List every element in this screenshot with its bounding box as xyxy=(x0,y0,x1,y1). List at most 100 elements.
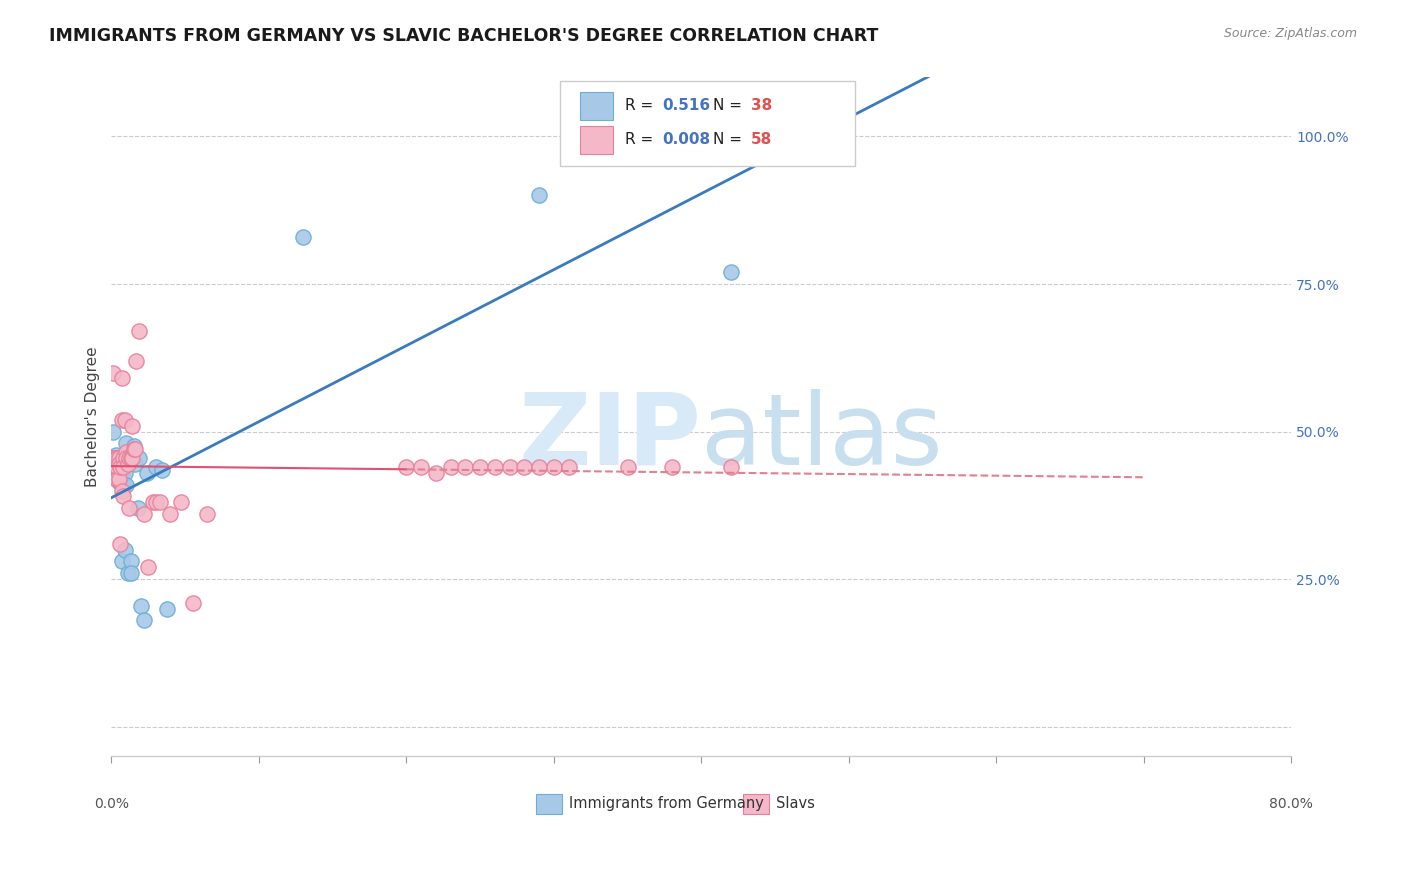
Point xyxy=(181,596,204,610)
Point xyxy=(101,451,124,466)
FancyBboxPatch shape xyxy=(579,126,613,154)
Text: 0.008: 0.008 xyxy=(662,132,710,147)
Point xyxy=(104,448,127,462)
Point xyxy=(111,371,134,385)
Point xyxy=(557,460,579,475)
FancyBboxPatch shape xyxy=(536,794,562,814)
Point xyxy=(104,460,127,475)
Point xyxy=(104,451,127,466)
Point xyxy=(779,129,801,144)
Text: ZIP: ZIP xyxy=(519,389,702,485)
Point xyxy=(111,483,134,498)
Point xyxy=(107,451,129,466)
Point xyxy=(122,442,145,457)
Point xyxy=(454,460,477,475)
Point xyxy=(105,460,128,475)
Point xyxy=(170,495,193,509)
Point xyxy=(132,614,155,628)
Point xyxy=(468,460,491,475)
Point xyxy=(118,501,141,516)
Point xyxy=(121,451,143,466)
Point xyxy=(498,460,520,475)
Point xyxy=(411,460,433,475)
Point xyxy=(156,601,179,615)
Text: Slavs: Slavs xyxy=(776,797,814,811)
Point xyxy=(127,501,149,516)
Text: R =: R = xyxy=(624,98,658,113)
Text: R =: R = xyxy=(624,132,658,147)
Point xyxy=(135,466,157,480)
Point xyxy=(107,472,129,486)
Point xyxy=(115,436,138,450)
Point xyxy=(120,451,142,466)
Point xyxy=(105,451,128,466)
Text: N =: N = xyxy=(713,98,747,113)
Point xyxy=(114,466,136,480)
Point xyxy=(107,472,129,486)
Point xyxy=(103,451,125,466)
Text: 58: 58 xyxy=(751,132,772,147)
Text: IMMIGRANTS FROM GERMANY VS SLAVIC BACHELOR'S DEGREE CORRELATION CHART: IMMIGRANTS FROM GERMANY VS SLAVIC BACHEL… xyxy=(49,27,879,45)
FancyBboxPatch shape xyxy=(560,81,855,166)
Text: 0.0%: 0.0% xyxy=(94,797,129,812)
Point xyxy=(120,566,142,581)
Point xyxy=(128,324,150,338)
Point xyxy=(111,554,134,568)
Point xyxy=(195,507,218,521)
Point xyxy=(720,265,742,279)
Point xyxy=(142,495,165,509)
Point xyxy=(440,460,463,475)
Text: 0.516: 0.516 xyxy=(662,98,710,113)
Point xyxy=(118,451,141,466)
Point xyxy=(101,366,124,380)
Point xyxy=(513,460,536,475)
Point xyxy=(107,475,129,489)
Point xyxy=(112,451,135,466)
Point xyxy=(110,460,132,475)
Point xyxy=(111,466,134,480)
Point xyxy=(395,460,418,475)
Point xyxy=(527,460,550,475)
Point xyxy=(149,495,172,509)
Point xyxy=(121,418,143,433)
Point xyxy=(124,457,146,471)
Text: 38: 38 xyxy=(751,98,772,113)
Y-axis label: Bachelor's Degree: Bachelor's Degree xyxy=(86,346,100,487)
Point xyxy=(104,460,127,475)
Point xyxy=(132,507,155,521)
Point xyxy=(110,451,132,466)
Point xyxy=(122,439,145,453)
Point xyxy=(661,460,683,475)
Point xyxy=(101,451,124,466)
Text: Source: ZipAtlas.com: Source: ZipAtlas.com xyxy=(1223,27,1357,40)
Point xyxy=(107,463,129,477)
Point xyxy=(114,542,136,557)
Point xyxy=(136,560,159,574)
Point xyxy=(720,460,742,475)
Point xyxy=(103,460,125,475)
Point xyxy=(484,460,506,475)
Text: Immigrants from Germany: Immigrants from Germany xyxy=(569,797,763,811)
Point xyxy=(112,451,135,466)
Point xyxy=(115,451,138,466)
Point xyxy=(107,457,129,471)
Point xyxy=(159,507,181,521)
Point xyxy=(120,554,142,568)
Point xyxy=(105,472,128,486)
Point xyxy=(104,472,127,486)
Point xyxy=(128,451,150,466)
Point xyxy=(292,229,315,244)
Point xyxy=(105,451,128,466)
Point xyxy=(527,188,550,202)
Point xyxy=(150,463,173,477)
Point xyxy=(112,490,135,504)
Point xyxy=(110,537,132,551)
FancyBboxPatch shape xyxy=(742,794,769,814)
Point xyxy=(124,442,146,457)
Text: N =: N = xyxy=(713,132,747,147)
Point xyxy=(105,466,128,480)
Point xyxy=(117,566,139,581)
Point xyxy=(115,445,138,459)
Point xyxy=(616,460,638,475)
Point xyxy=(103,460,125,475)
